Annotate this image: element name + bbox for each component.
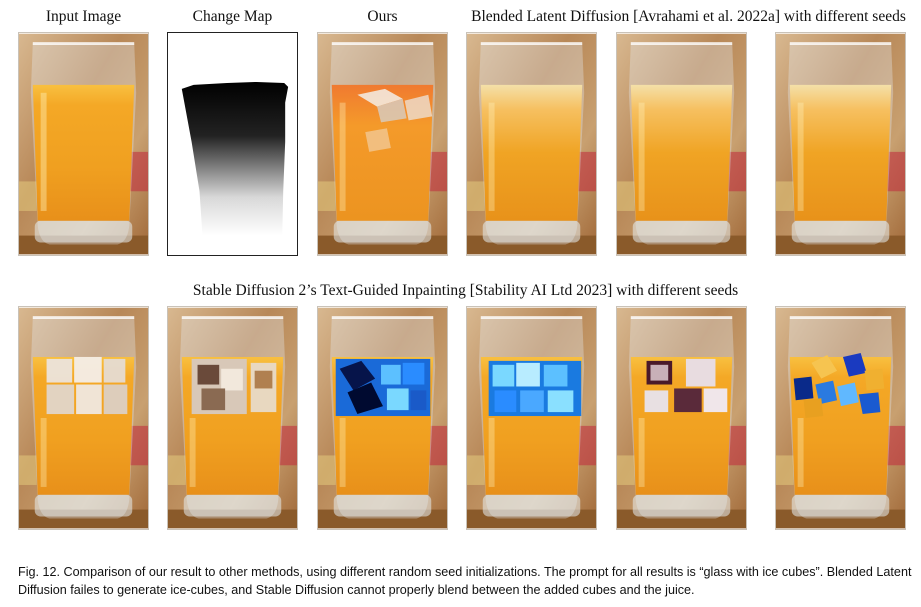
header-input-image: Input Image <box>45 8 122 25</box>
header-ours: Ours <box>367 8 398 25</box>
blended-seed-3-panel <box>775 32 906 256</box>
header-stable-diffusion: Stable Diffusion 2’s Text-Guided Inpaint… <box>192 282 739 299</box>
sd-seed-3-image <box>318 307 447 529</box>
blended-seed-2-panel <box>616 32 747 256</box>
sd-seed-5-panel <box>616 306 747 530</box>
sd-seed-3-panel <box>317 306 448 530</box>
header-blended-latent-diffusion: Blended Latent Diffusion [Avrahami et al… <box>471 8 906 25</box>
blended-seed-3-image <box>776 33 905 255</box>
sd-seed-6-image <box>776 307 905 529</box>
ours-result-image <box>318 33 447 255</box>
sd-seed-6-panel <box>775 306 906 530</box>
change-map-panel <box>167 32 298 256</box>
blended-seed-1-image <box>467 33 596 255</box>
sd-seed-1-image <box>19 307 148 529</box>
sd-seed-2-panel <box>167 306 298 530</box>
ours-result-panel <box>317 32 448 256</box>
header-change-map: Change Map <box>192 8 273 25</box>
sd-seed-4-image <box>467 307 596 529</box>
blended-seed-2-image <box>617 33 746 255</box>
sd-seed-5-image <box>617 307 746 529</box>
juice-glass-image <box>19 33 148 255</box>
blended-seed-1-panel <box>466 32 597 256</box>
sd-seed-4-panel <box>466 306 597 530</box>
input-image-panel <box>18 32 149 256</box>
change-map-image <box>168 33 297 255</box>
sd-seed-1-panel <box>18 306 149 530</box>
sd-seed-2-image <box>168 307 297 529</box>
figure-caption: Fig. 12. Comparison of our result to oth… <box>18 565 912 597</box>
